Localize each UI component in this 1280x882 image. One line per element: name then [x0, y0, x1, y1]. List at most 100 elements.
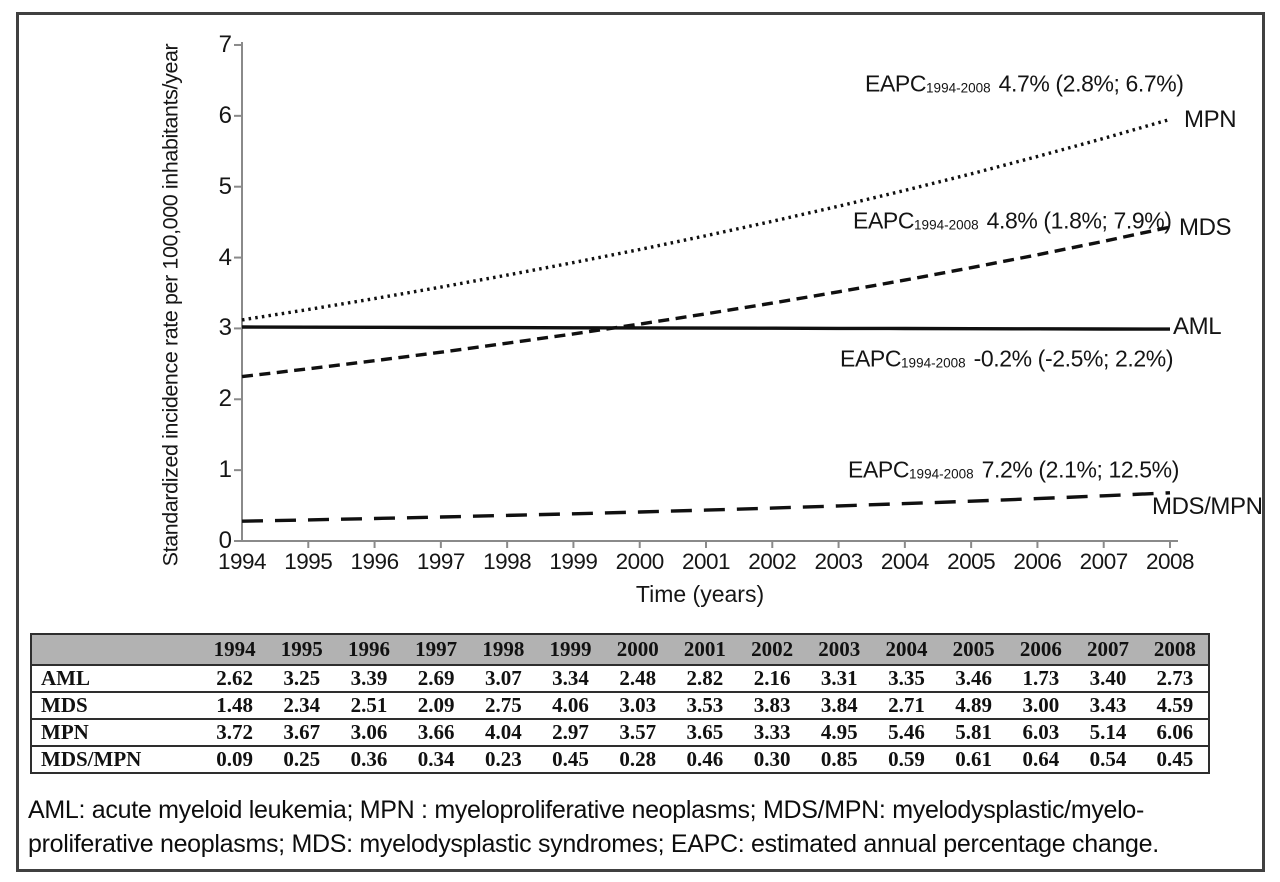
table-cell: 3.84 — [820, 693, 858, 717]
table-cell: 4.59 — [1156, 693, 1194, 717]
table-cell: 3.06 — [350, 720, 388, 744]
table-cell: 5.81 — [955, 720, 993, 744]
table-row-label: MDS/MPN — [41, 747, 142, 771]
y-tick-label: 2 — [218, 385, 232, 413]
aml-trend-line — [241, 325, 1171, 331]
table-year-header: 1995 — [268, 634, 336, 666]
eapc-period: 1994-2008 — [926, 80, 991, 96]
x-tick-label: 2007 — [1079, 549, 1129, 574]
table-cell: 3.34 — [552, 666, 589, 690]
table-year-header: 2007 — [1074, 634, 1142, 666]
eapc-annotation-aml: EAPC1994-2008 -0.2% (-2.5%; 2.2%) — [840, 346, 1173, 373]
table-body: AML 2.62 3.25 3.39 2.69 3.07 3.34 2.48 2.82 2.16 3… — [31, 665, 1209, 773]
table-cell: 4.04 — [484, 720, 522, 744]
table-cell: 0.64 — [1022, 747, 1060, 771]
table-cell: 3.57 — [619, 720, 657, 744]
x-tick-label: 1995 — [284, 549, 333, 574]
table-cell: 3.31 — [820, 666, 858, 690]
table-cell: 3.43 — [1089, 693, 1127, 717]
table-cell: 2.16 — [753, 666, 791, 690]
mds-mpn-trend-line — [241, 491, 1171, 523]
table-row-label: MPN — [41, 720, 89, 744]
x-tick-label: 2003 — [814, 549, 864, 574]
table-cell: 4.89 — [955, 693, 993, 717]
y-tick-label: 3 — [218, 314, 232, 342]
table-row: MPN 3.72 3.67 3.06 3.66 4.04 2.97 3.57 3.65 3.33 4… — [31, 719, 1209, 746]
table-header-row: 1994 1995 1996 1997 1998 1999 2000 2001 2002 2003… — [31, 634, 1209, 666]
table-cell: 6.03 — [1022, 720, 1060, 744]
eapc-prefix: EAPC — [853, 207, 915, 234]
table-cell: 3.72 — [216, 720, 253, 744]
table-cell: 3.00 — [1022, 693, 1060, 717]
eapc-value: 4.7% (2.8%; 6.7%) — [998, 70, 1184, 97]
table-head: 1994 1995 1996 1997 1998 1999 2000 2001 2002 2003… — [31, 634, 1209, 666]
eapc-value: -0.2% (-2.5%; 2.2%) — [973, 345, 1174, 372]
x-tick-label: 1997 — [416, 549, 466, 574]
table-cell: 0.85 — [820, 747, 858, 771]
table-cell: 0.46 — [686, 747, 724, 771]
table-row: MDS 1.48 2.34 2.51 2.09 2.75 4.06 3.03 3.53 3.83 3… — [31, 692, 1209, 719]
table-cell: 5.46 — [888, 720, 925, 744]
x-tick-label: 2002 — [748, 549, 797, 574]
y-tick-label: 1 — [218, 456, 232, 484]
table-cell: 3.03 — [619, 693, 657, 717]
table-cell: 3.33 — [753, 720, 791, 744]
table-cell: 2.71 — [888, 693, 925, 717]
table-cell: 6.06 — [1156, 720, 1194, 744]
table-year-header: 2008 — [1141, 634, 1209, 666]
table-cell: 2.62 — [216, 666, 253, 690]
footnote-line-1: AML: acute myeloid leukemia; MPN : myelo… — [28, 796, 1145, 824]
table-year-header: 2004 — [872, 634, 941, 666]
eapc-period: 1994-2008 — [909, 466, 974, 482]
table-cell: 3.66 — [417, 720, 455, 744]
table-cell: 3.40 — [1089, 666, 1127, 690]
series-label-aml: AML — [1173, 313, 1222, 340]
x-tick-label: 1994 — [217, 549, 267, 574]
eapc-prefix: EAPC — [865, 70, 927, 97]
table-cell: 3.53 — [686, 693, 724, 717]
x-tick-label: 1996 — [350, 549, 400, 574]
table-row: MDS/MPN 0.09 0.25 0.36 0.34 0.23 0.45 0.28 0.46 0… — [31, 746, 1209, 773]
table-corner-cell — [31, 634, 201, 666]
series-label-mds: MDS — [1179, 214, 1232, 241]
x-tick-label: 2004 — [880, 549, 930, 574]
x-tick-label: 2006 — [1013, 549, 1062, 574]
table-year-header: 1994 — [201, 634, 269, 666]
table-cell: 3.25 — [283, 666, 321, 690]
table-cell: 2.51 — [350, 693, 388, 717]
y-tick-label: 7 — [218, 30, 232, 58]
table-cell: 2.69 — [417, 666, 455, 690]
table-cell: 2.09 — [417, 693, 455, 717]
eapc-value: 7.2% (2.1%; 12.5%) — [981, 456, 1180, 483]
eapc-prefix: EAPC — [848, 456, 910, 483]
table-cell: 0.36 — [350, 747, 388, 771]
y-tick-label: 5 — [218, 172, 232, 200]
y-axis-title: Standardized incidence rate per 100,000 … — [158, 43, 183, 567]
table-cell: 3.65 — [686, 720, 724, 744]
table-year-header: 1997 — [402, 634, 470, 666]
eapc-annotation-mds: EAPC1994-2008 4.8% (1.8%; 7.9%) — [853, 208, 1172, 235]
table-year-header: 2001 — [671, 634, 739, 666]
table-year-header: 2000 — [604, 634, 672, 666]
table-year-header: 1999 — [536, 634, 605, 666]
incidence-table: 1994 1995 1996 1997 1998 1999 2000 2001 2002 2003… — [30, 633, 1210, 774]
table-row-label: MDS — [41, 693, 88, 717]
table-cell: 4.95 — [820, 720, 858, 744]
table-cell: 3.07 — [484, 666, 522, 690]
table-cell: 0.23 — [484, 747, 522, 771]
table-cell: 3.83 — [753, 693, 791, 717]
x-axis-title: Time (years) — [635, 581, 765, 607]
series-label-mds-mpn: MDS/MPN — [1152, 493, 1263, 520]
eapc-prefix: EAPC — [840, 345, 902, 372]
table-cell: 2.34 — [283, 693, 321, 717]
table-cell: 3.67 — [283, 720, 321, 744]
table-cell: 2.73 — [1156, 666, 1194, 690]
table-cell: 0.30 — [753, 747, 791, 771]
table-cell: 2.75 — [484, 693, 522, 717]
table-year-header: 1996 — [335, 634, 403, 666]
incidence-trend-chart — [234, 41, 1178, 548]
eapc-period: 1994-2008 — [914, 217, 979, 233]
table-cell: 0.34 — [417, 747, 455, 771]
table-cell: 2.82 — [686, 666, 724, 690]
eapc-value: 4.8% (1.8%; 7.9%) — [986, 207, 1172, 234]
